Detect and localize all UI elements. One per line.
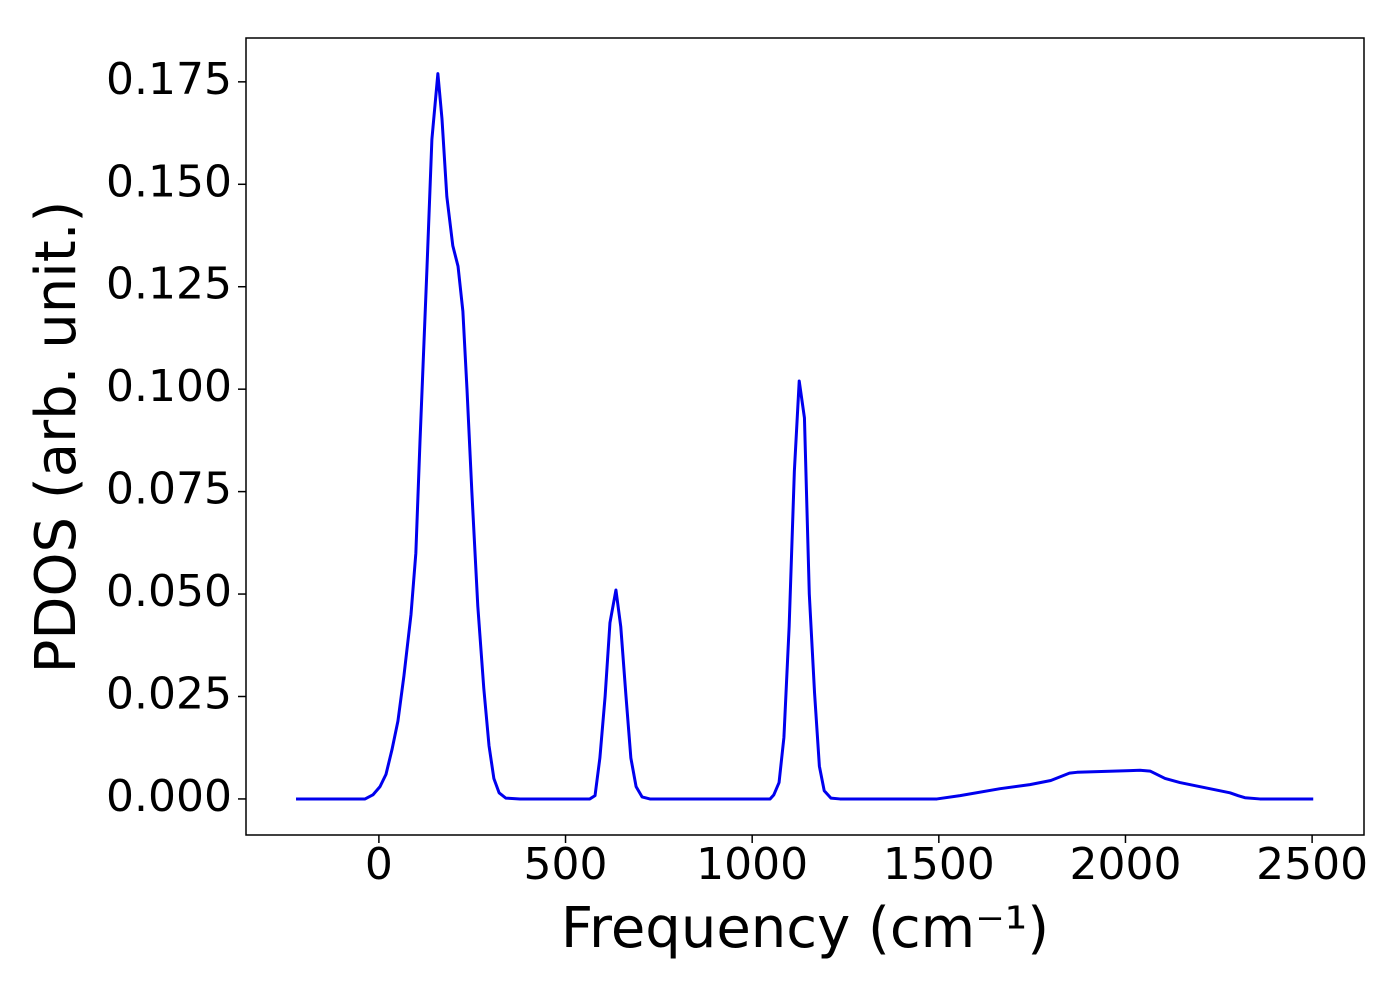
y-tick-label: 0.050 [106,566,232,617]
x-tick-label: 1000 [696,839,808,890]
y-tick-label: 0.125 [106,259,232,310]
y-tick-label: 0.000 [106,771,232,822]
y-tick-label: 0.100 [106,361,232,412]
x-tick-label: 2500 [1256,839,1368,890]
plot-frame [245,37,1365,836]
y-tick-label: 0.025 [106,668,232,719]
x-axis-label: Frequency (cm⁻¹) [561,896,1049,961]
x-tick-label: 500 [524,839,608,890]
x-tick-label: 2000 [1069,839,1181,890]
y-tick-label: 0.075 [106,464,232,515]
y-tick-label: 0.150 [106,156,232,207]
y-axis-label: PDOS (arb. unit.) [24,201,89,674]
y-tick-label: 0.175 [106,54,232,105]
x-tick-label: 1500 [883,839,995,890]
x-tick-label: 0 [365,839,393,890]
data-line [296,72,1314,801]
